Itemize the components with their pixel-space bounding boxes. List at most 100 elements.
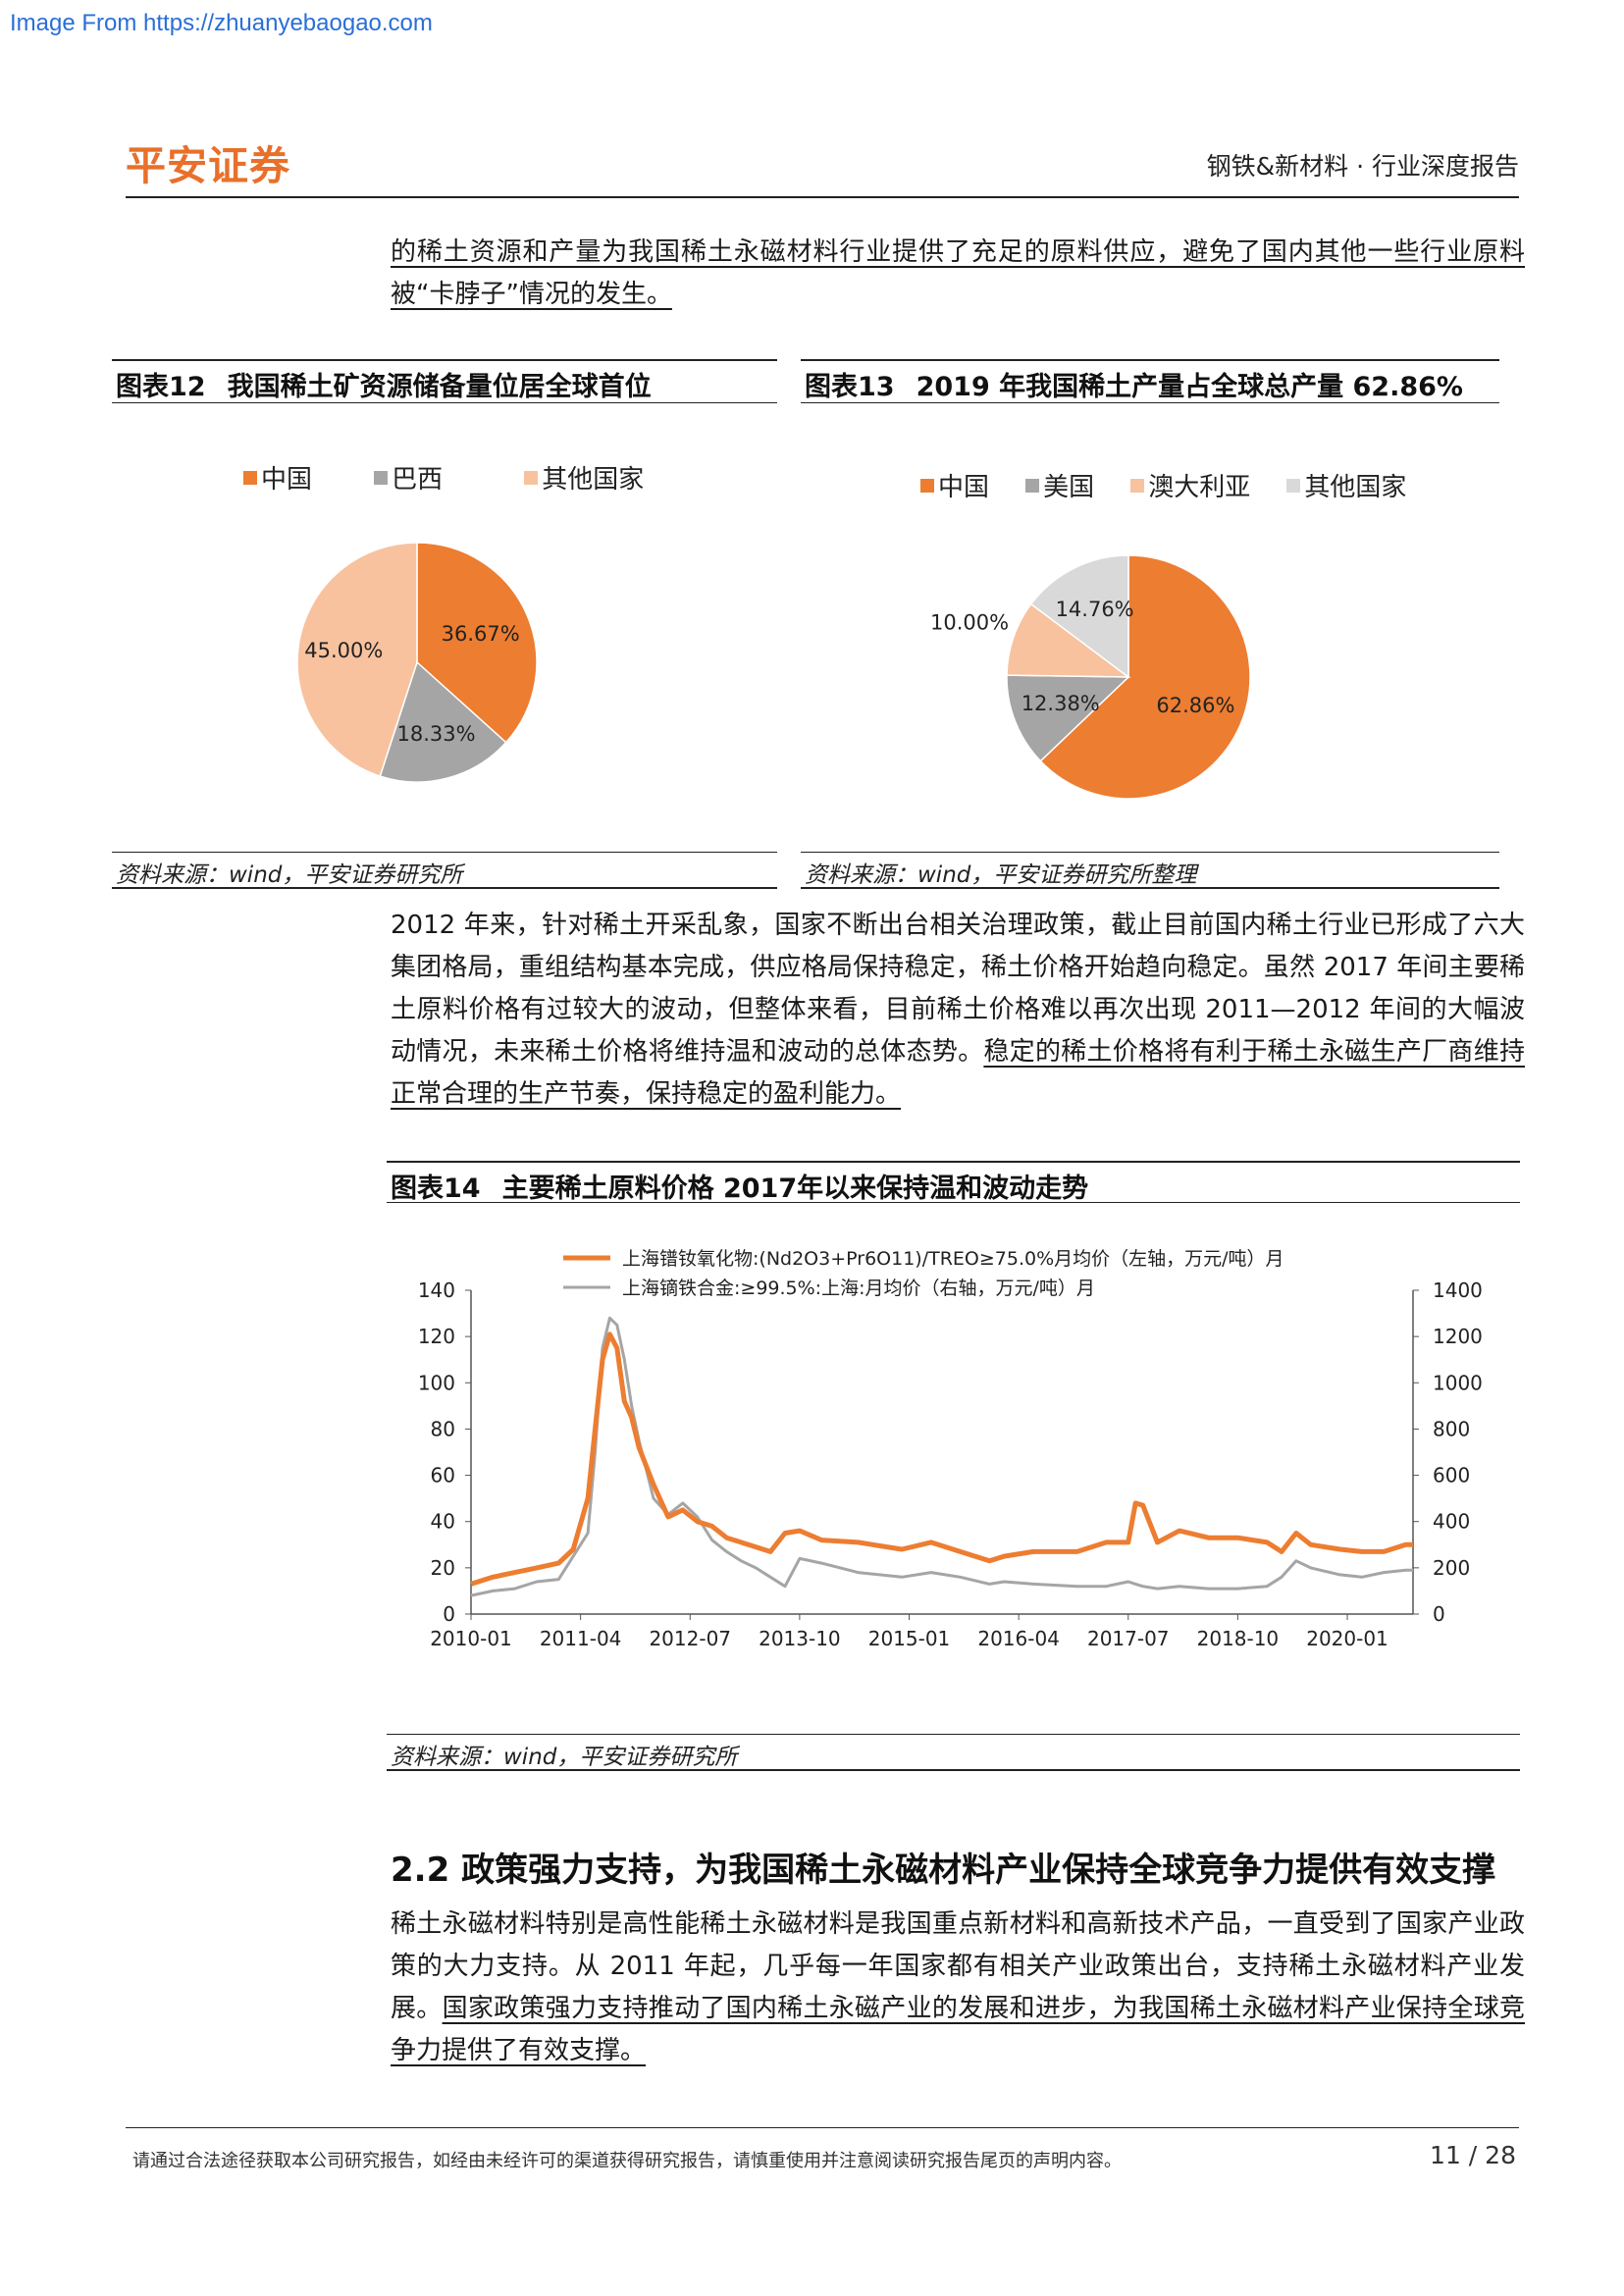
- legend-swatch: [1286, 478, 1301, 493]
- y-left-tick-label: 140: [418, 1278, 455, 1302]
- fig13-legend-label: 美国: [1043, 473, 1095, 502]
- fig13-title-rule: [801, 402, 1499, 403]
- x-tick-label: 2010-01: [430, 1627, 512, 1650]
- fig14-title: 图表14 主要稀土原料价格 2017年以来保持温和波动走势: [391, 1167, 1088, 1205]
- fig14-title-rule: [387, 1202, 1520, 1203]
- footer-rule: [126, 2127, 1519, 2128]
- x-tick-label: 2017-07: [1087, 1627, 1170, 1650]
- company-logo: 平安证券: [126, 142, 290, 189]
- fig12-top-rule: [112, 359, 777, 361]
- pie-slice: [1029, 554, 1129, 679]
- fig14-source: 资料来源：wind，平安证券研究所: [391, 1745, 738, 1770]
- pie-slice: [1039, 554, 1251, 800]
- fig13-title-text: 2019 年我国稀土产量占全球总产量 62.86%: [916, 372, 1463, 402]
- y-left-tick-label: 80: [431, 1417, 455, 1440]
- fig12-title-text: 我国稀土矿资源储备量位居全球首位: [227, 372, 652, 402]
- fig12-legend-label: 巴西: [392, 465, 444, 495]
- y-right-tick-label: 1200: [1433, 1325, 1483, 1348]
- fig13-legend-label: 其他国家: [1304, 473, 1407, 502]
- legend-label: 上海镝铁合金:≥99.5%:上海:月均价（右轴，万元/吨）月: [622, 1278, 1095, 1299]
- fig14-source-rule: [387, 1769, 1520, 1771]
- y-right-tick-label: 600: [1433, 1464, 1470, 1487]
- x-tick-label: 2020-01: [1306, 1627, 1388, 1650]
- pie-slice: [1006, 602, 1131, 678]
- fig13-legend-item: 其他国家: [1286, 467, 1406, 503]
- pie-value-label: 18.33%: [397, 722, 476, 746]
- fig13-top-rule: [801, 359, 1499, 361]
- fig13-legend-label: 中国: [938, 473, 990, 502]
- legend-swatch: [524, 470, 539, 485]
- pie-slice: [416, 542, 538, 744]
- fig12-legend-label: 中国: [261, 465, 313, 495]
- series-line: [470, 1331, 1413, 1587]
- fig13-source: 资料来源：wind，平安证券研究所整理: [805, 862, 1197, 888]
- y-right-tick-label: 1400: [1433, 1278, 1483, 1302]
- y-left-tick-label: 120: [418, 1325, 455, 1348]
- legend-label: 上海镨钕氧化物:(Nd2O3+Pr6O11)/TREO≥75.0%月均价（左轴，…: [622, 1248, 1284, 1270]
- y-right-tick-label: 1000: [1433, 1371, 1483, 1394]
- x-tick-label: 2013-10: [759, 1627, 841, 1650]
- y-left-tick-label: 40: [431, 1510, 455, 1534]
- y-left-tick-label: 100: [418, 1371, 455, 1394]
- pie-value-label: 36.67%: [442, 622, 520, 646]
- paragraph-price-trend-text: 2012 年来，针对稀土开采乱象，国家不断出台相关治理政策，截止目前国内稀土行业…: [391, 911, 1525, 1067]
- fig13-legend-label: 澳大利亚: [1148, 473, 1251, 502]
- legend-swatch: [1025, 478, 1040, 493]
- paragraph-intro: 的稀土资源和产量为我国稀土永磁材料行业提供了充足的原料供应，避免了国内其他一些行…: [391, 232, 1525, 316]
- y-left-tick-label: 60: [431, 1464, 455, 1487]
- fig12-legend: 中国 巴西 其他国家: [243, 459, 714, 496]
- fig13-legend: 中国 美国 澳大利亚 其他国家: [920, 467, 1470, 503]
- x-tick-label: 2018-10: [1197, 1627, 1280, 1650]
- paragraph-policy: 稀土永磁材料特别是高性能稀土永磁材料是我国重点新材料和高新技术产品，一直受到了国…: [391, 1904, 1525, 2072]
- legend-swatch: [920, 478, 934, 493]
- header-rule: [126, 196, 1519, 198]
- series-line: [470, 1316, 1413, 1597]
- fig13-bottom-rule: [801, 852, 1499, 853]
- y-left-tick-label: 0: [443, 1602, 455, 1626]
- paragraph-price-trend: 2012 年来，针对稀土开采乱象，国家不断出台相关治理政策，截止目前国内稀土行业…: [391, 905, 1525, 1116]
- y-right-tick-label: 200: [1433, 1556, 1470, 1580]
- paragraph-price-trend-underlined: 稳定的稀土价格将有利于稀土永磁生产厂商维持正常合理的生产节奏，保持稳定的盈利能力…: [391, 1037, 1525, 1109]
- y-right-tick-label: 800: [1433, 1417, 1470, 1440]
- fig13-source-rule: [801, 887, 1499, 889]
- legend-swatch: [1130, 478, 1145, 493]
- paragraph-intro-text: 的稀土资源和产量为我国稀土永磁材料行业提供了充足的原料供应，避免了国内其他一些行…: [391, 237, 1525, 309]
- fig12-title-rule: [112, 402, 777, 403]
- fig14-bottom-rule: [387, 1734, 1520, 1735]
- pie-value-label: 12.38%: [1022, 692, 1100, 715]
- x-tick-label: 2015-01: [868, 1627, 951, 1650]
- x-tick-label: 2011-04: [540, 1627, 622, 1650]
- fig13-legend-item: 中国: [920, 467, 989, 503]
- fig12-legend-item: 中国: [243, 459, 312, 496]
- fig14-top-rule: [387, 1161, 1520, 1163]
- fig14-number: 图表14: [391, 1174, 481, 1204]
- fig13-number: 图表13: [805, 372, 895, 402]
- source-url[interactable]: Image From https://zhuanyebaogao.com: [10, 10, 433, 36]
- y-right-tick-label: 400: [1433, 1510, 1470, 1534]
- fig13-legend-item: 澳大利亚: [1130, 467, 1250, 503]
- pie-slice: [379, 660, 507, 783]
- pie-value-label: 14.76%: [1056, 598, 1134, 621]
- page-number: 11 / 28: [1430, 2141, 1516, 2169]
- fig14-title-text: 主要稀土原料价格 2017年以来保持温和波动走势: [501, 1174, 1089, 1204]
- legend-swatch: [243, 470, 257, 485]
- fig13-title: 图表13 2019 年我国稀土产量占全球总产量 62.86%: [805, 365, 1463, 403]
- header-tag: 钢铁&新材料 · 行业深度报告: [1206, 152, 1519, 181]
- fig12-pie-chart: 36.67% 18.33% 45.00%: [296, 542, 538, 783]
- footer-disclaimer: 请通过合法途径获取本公司研究报告，如经由未经许可的渠道获得研究报告，请慎重使用并…: [132, 2151, 1122, 2171]
- x-tick-label: 2016-04: [977, 1627, 1060, 1650]
- fig12-title: 图表12 我国稀土矿资源储备量位居全球首位: [116, 365, 652, 403]
- pie-value-label: 62.86%: [1156, 694, 1234, 717]
- fig12-bottom-rule: [112, 852, 777, 853]
- pie-slice: [296, 542, 418, 777]
- y-left-tick-label: 20: [431, 1556, 455, 1580]
- paragraph-policy-text: 稀土永磁材料特别是高性能稀土永磁材料是我国重点新材料和高新技术产品，一直受到了国…: [391, 1909, 1525, 2023]
- fig12-legend-item: 其他国家: [524, 459, 644, 496]
- fig12-legend-item: 巴西: [374, 459, 443, 496]
- x-tick-label: 2012-07: [649, 1627, 731, 1650]
- fig12-legend-label: 其他国家: [542, 465, 645, 495]
- pie-value-label: 45.00%: [304, 639, 383, 662]
- fig12-number: 图表12: [116, 372, 206, 402]
- fig12-source-rule: [112, 887, 777, 889]
- fig13-pie-chart: 62.86% 12.38% 10.00% 14.76%: [930, 554, 1251, 800]
